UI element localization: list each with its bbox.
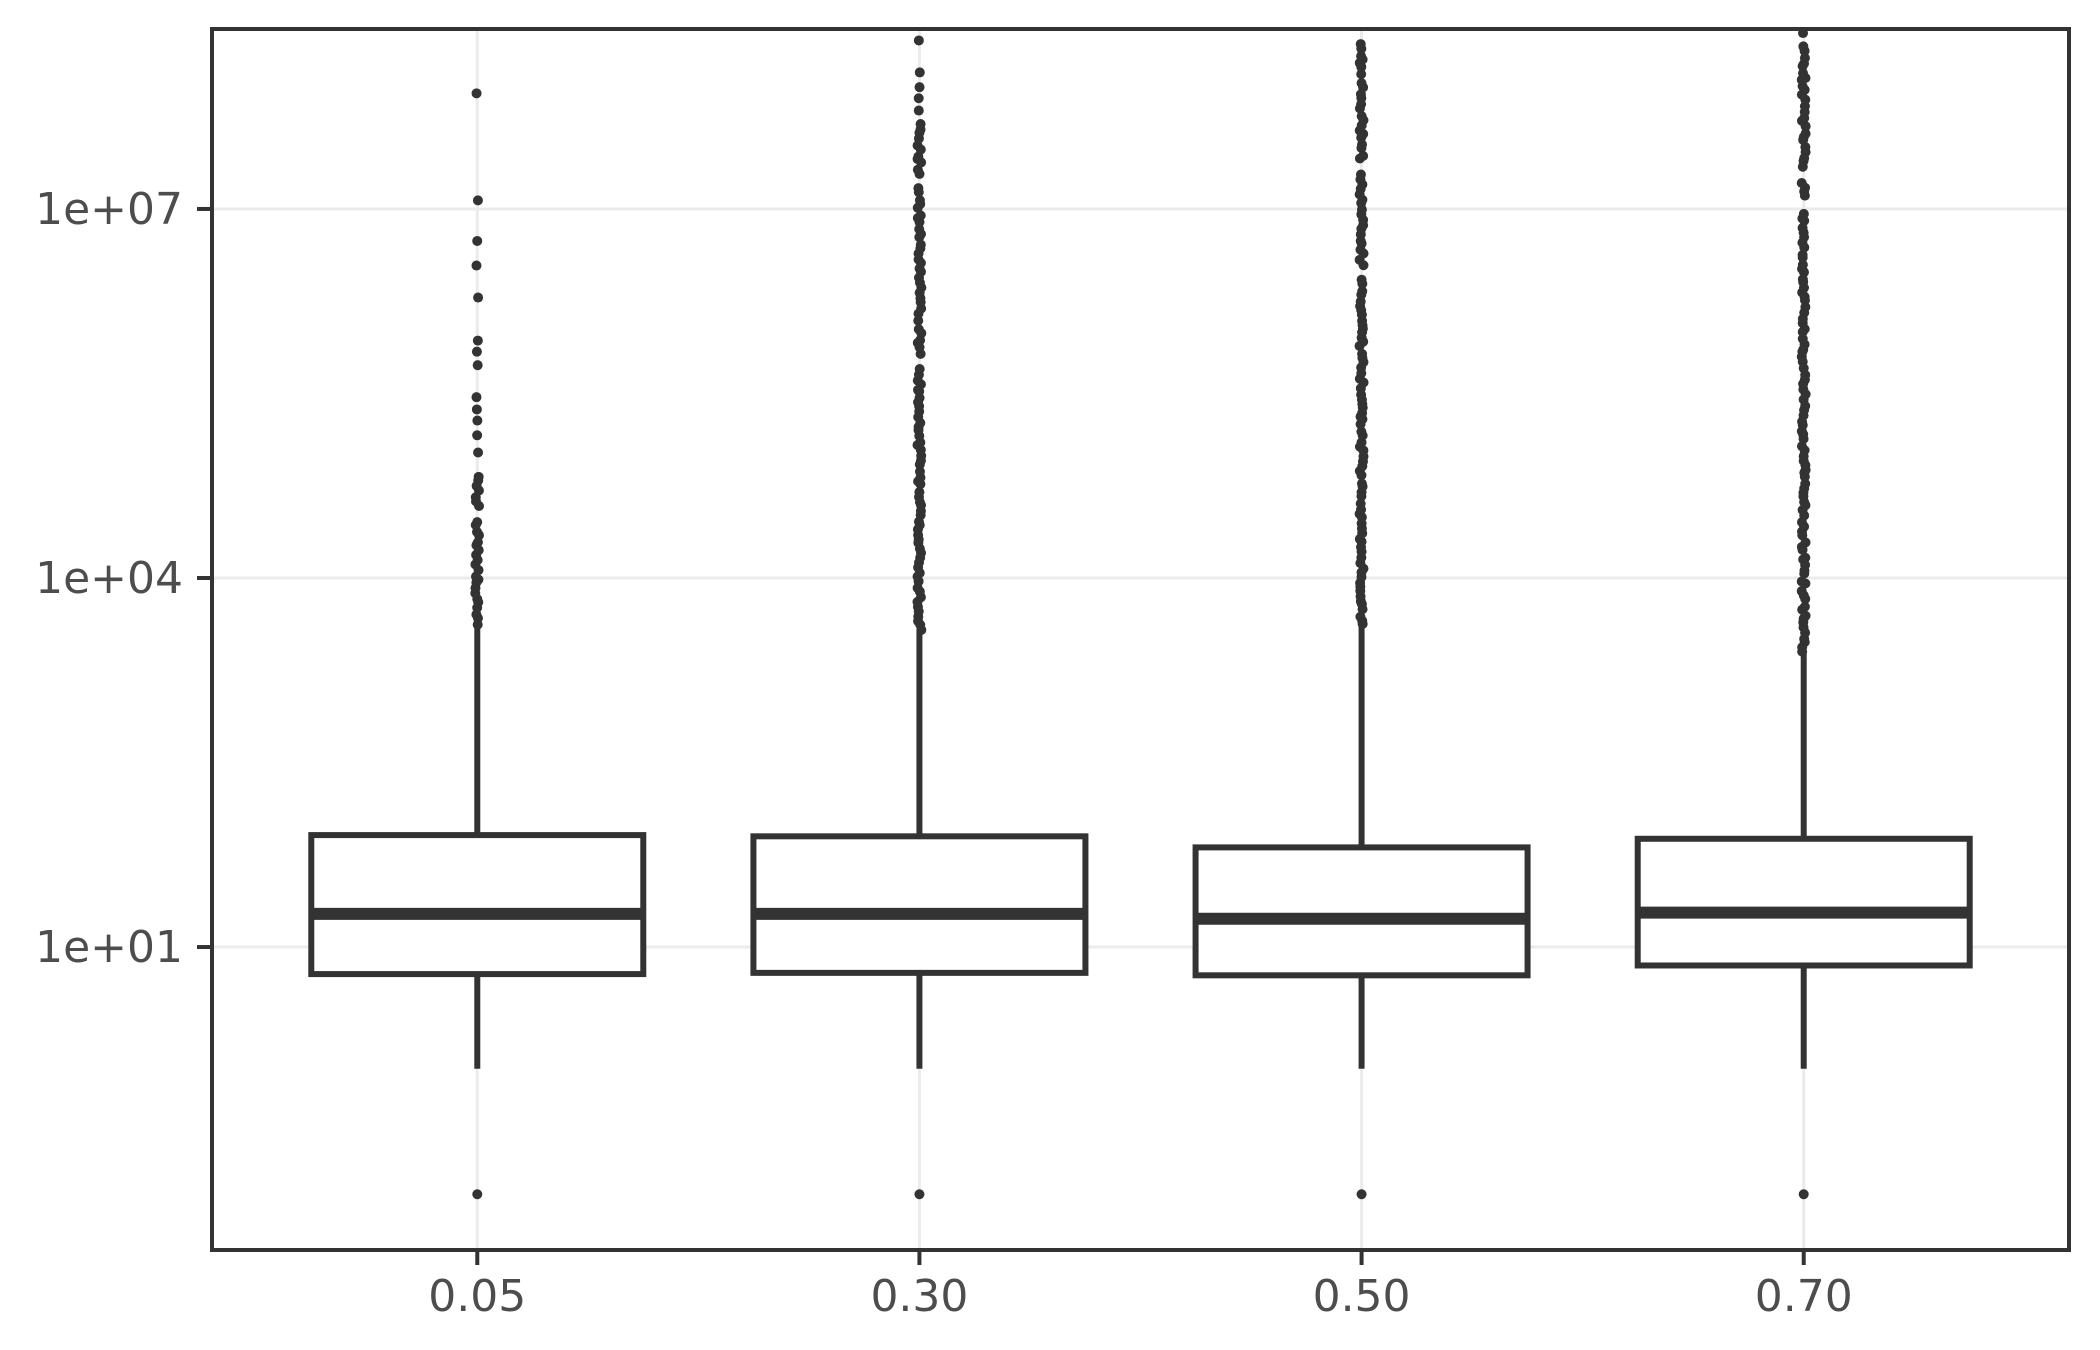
outlier-dot xyxy=(1796,178,1807,189)
outlier-dot xyxy=(915,239,926,250)
panel-border xyxy=(210,27,2071,1252)
outlier-dot xyxy=(472,360,483,371)
outlier-dot xyxy=(472,335,483,346)
outlier-dot xyxy=(1356,51,1367,62)
outlier-dot xyxy=(472,235,483,246)
outlier-dot xyxy=(1798,68,1809,79)
outlier-dot xyxy=(1800,552,1811,563)
box-group xyxy=(1192,39,1531,1200)
outlier-dot xyxy=(914,67,925,78)
box xyxy=(1192,844,1531,979)
outlier-dot xyxy=(914,364,925,375)
outlier-dot xyxy=(473,292,484,303)
outlier-dot xyxy=(1799,601,1810,612)
box-group xyxy=(308,88,647,1200)
outlier-dot xyxy=(1356,78,1367,89)
outlier-dot xyxy=(1797,333,1808,344)
outlier-dot xyxy=(1797,259,1808,270)
box xyxy=(750,833,1089,976)
outlier-dot xyxy=(1356,478,1367,489)
outlier-dot xyxy=(1356,69,1367,80)
outlier-dot xyxy=(1355,611,1366,622)
outlier-dot xyxy=(914,195,925,206)
low-outlier-dot xyxy=(472,1189,483,1200)
x-tick-label: 0.05 xyxy=(428,1271,526,1322)
outlier-dot xyxy=(915,119,926,130)
outlier-dot xyxy=(473,471,484,482)
outlier-dot xyxy=(1358,150,1369,161)
outlier-dot xyxy=(471,346,482,357)
outlier-dot xyxy=(914,82,925,93)
outlier-dot xyxy=(1356,274,1367,285)
x-tick-label: 0.50 xyxy=(1313,1271,1411,1322)
y-tick-label: 1e+04 xyxy=(35,553,183,604)
outlier-dot xyxy=(913,93,924,104)
box-group xyxy=(1634,28,1973,1200)
panel-background xyxy=(212,29,2069,1250)
box-group xyxy=(750,35,1089,1200)
outlier-dot xyxy=(472,195,483,206)
outlier-dot xyxy=(1356,111,1367,122)
outlier-dot xyxy=(1355,169,1366,180)
outlier-dot xyxy=(1800,128,1811,139)
outlier-dot xyxy=(471,392,482,403)
outlier-dot xyxy=(914,487,925,498)
outlier-dot xyxy=(472,430,483,441)
y-tick-label: 1e+07 xyxy=(35,184,183,235)
box xyxy=(308,832,647,978)
outlier-dot xyxy=(471,404,482,415)
outlier-dot xyxy=(1355,498,1366,509)
outlier-dot xyxy=(1798,208,1809,219)
outlier-dot xyxy=(472,415,483,426)
outlier-dot xyxy=(913,183,924,194)
outlier-dot xyxy=(1799,52,1810,63)
outlier-dot xyxy=(471,260,482,271)
y-tick-label: 1e+01 xyxy=(35,922,183,973)
outlier-dot xyxy=(1796,586,1807,597)
low-outlier-dot xyxy=(1798,1189,1809,1200)
low-outlier-dot xyxy=(1356,1189,1367,1200)
outlier-dot xyxy=(1356,426,1367,437)
outlier-dot xyxy=(913,324,924,335)
box xyxy=(1634,835,1973,969)
x-tick-label: 0.70 xyxy=(1755,1271,1853,1322)
outlier-dot xyxy=(1796,576,1807,587)
outlier-dot xyxy=(915,210,926,221)
outlier-dot xyxy=(473,447,484,458)
x-tick-label: 0.30 xyxy=(870,1271,968,1322)
outlier-dot xyxy=(472,517,483,528)
outlier-dot xyxy=(913,105,924,116)
outlier-dot xyxy=(913,35,924,46)
outlier-dot xyxy=(914,466,925,477)
outlier-dot xyxy=(1357,286,1368,297)
outlier-dot xyxy=(914,224,925,235)
outlier-dot xyxy=(1357,348,1368,359)
low-outlier-dot xyxy=(914,1189,925,1200)
outlier-dot xyxy=(913,315,924,326)
outlier-dot xyxy=(1798,41,1809,52)
outlier-dot xyxy=(1355,39,1366,50)
outlier-dot xyxy=(471,88,482,99)
